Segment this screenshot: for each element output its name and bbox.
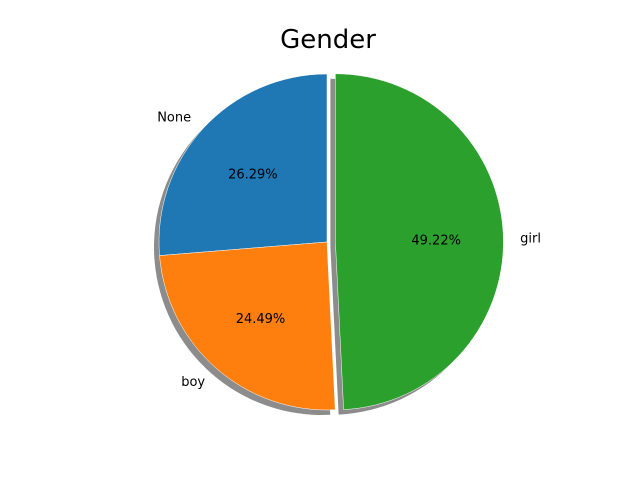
slice-girl: [335, 73, 504, 410]
category-label-boy: boy: [181, 375, 205, 390]
pie-slices: [158, 73, 504, 411]
pie-labels: None 26.29% boy 24.49% girl 49.22%: [157, 111, 541, 390]
percent-label-boy: 24.49%: [236, 312, 286, 327]
chart-title: Gender: [280, 25, 376, 55]
percent-label-girl: 49.22%: [411, 233, 461, 248]
category-label-none: None: [157, 111, 191, 126]
slice-boy: [159, 241, 336, 411]
category-label-girl: girl: [520, 231, 541, 246]
slice-none: [158, 73, 328, 256]
percent-label-none: 26.29%: [228, 168, 278, 183]
